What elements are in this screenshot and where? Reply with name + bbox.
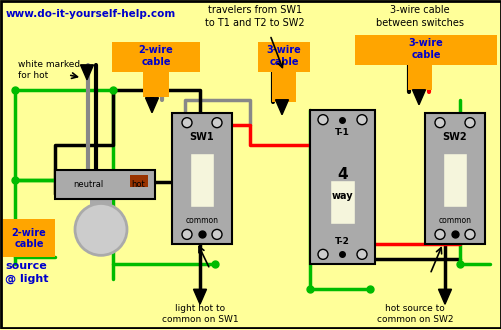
Bar xyxy=(407,65,431,90)
Bar xyxy=(272,72,296,102)
Circle shape xyxy=(182,118,191,128)
Text: SW2: SW2 xyxy=(442,132,466,142)
Polygon shape xyxy=(412,90,425,105)
Text: neutral: neutral xyxy=(73,180,103,189)
Bar xyxy=(90,199,112,212)
Circle shape xyxy=(356,115,366,125)
Circle shape xyxy=(317,115,327,125)
Text: light hot to
common on SW1: light hot to common on SW1 xyxy=(161,304,238,324)
Bar xyxy=(172,113,231,245)
Bar xyxy=(329,180,354,224)
Circle shape xyxy=(356,249,366,259)
Bar xyxy=(143,72,169,97)
Polygon shape xyxy=(145,98,158,113)
Text: white marked
for hot: white marked for hot xyxy=(18,60,80,80)
Text: way: way xyxy=(331,191,353,201)
Bar xyxy=(310,110,374,264)
Text: T-2: T-2 xyxy=(334,237,349,246)
Polygon shape xyxy=(80,65,93,80)
Circle shape xyxy=(182,229,191,239)
Text: 2-wire
cable: 2-wire cable xyxy=(12,228,46,249)
Circle shape xyxy=(317,249,327,259)
Bar xyxy=(442,152,466,208)
Polygon shape xyxy=(438,289,450,304)
Text: source
@ light: source @ light xyxy=(5,261,49,284)
Text: 3-wire
cable: 3-wire cable xyxy=(408,38,442,60)
Text: hot: hot xyxy=(131,180,145,189)
Text: hot source to
common on SW2: hot source to common on SW2 xyxy=(376,304,452,324)
Bar xyxy=(130,175,148,186)
Circle shape xyxy=(211,118,221,128)
Text: 2-wire
cable: 2-wire cable xyxy=(138,45,173,67)
Text: 4: 4 xyxy=(337,167,347,182)
Bar xyxy=(3,219,55,257)
Circle shape xyxy=(464,118,474,128)
Polygon shape xyxy=(193,289,206,304)
Bar xyxy=(258,42,310,72)
Text: 3-wire
cable: 3-wire cable xyxy=(266,45,301,67)
Text: T-1: T-1 xyxy=(334,128,349,137)
Bar xyxy=(424,113,484,245)
Bar xyxy=(55,170,155,199)
Ellipse shape xyxy=(75,204,127,255)
Polygon shape xyxy=(275,100,288,115)
Text: travelers from SW1
to T1 and T2 to SW2: travelers from SW1 to T1 and T2 to SW2 xyxy=(205,5,304,28)
Circle shape xyxy=(464,229,474,239)
Circle shape xyxy=(211,229,221,239)
Circle shape xyxy=(434,229,444,239)
Text: common: common xyxy=(185,216,218,225)
Bar xyxy=(354,35,496,65)
Text: common: common xyxy=(438,216,470,225)
Bar xyxy=(189,152,213,208)
Text: 3-wire cable
between switches: 3-wire cable between switches xyxy=(375,5,463,28)
Bar xyxy=(112,42,199,72)
Circle shape xyxy=(434,118,444,128)
Text: SW1: SW1 xyxy=(189,132,214,142)
Text: www.do-it-yourself-help.com: www.do-it-yourself-help.com xyxy=(6,9,176,19)
